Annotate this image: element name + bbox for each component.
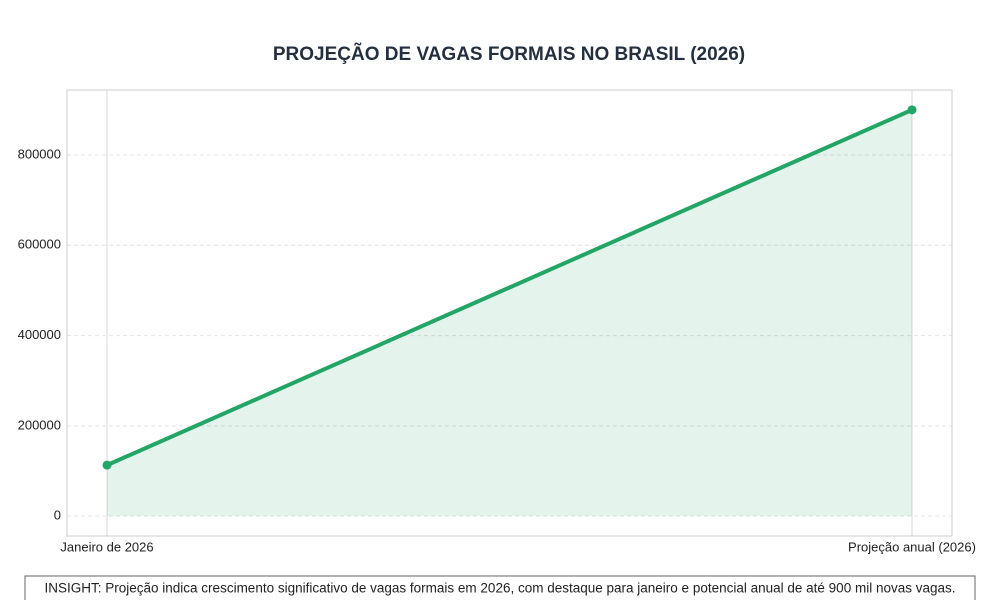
annotation: INSIGHT: Projeção indica crescimento sig… (45, 581, 956, 596)
point (102, 460, 112, 470)
y-tick-label: 800000 (18, 146, 61, 161)
y-tick-label: 200000 (18, 417, 61, 432)
axes-frame (66, 89, 953, 537)
y-tick-label: 400000 (18, 327, 61, 342)
chart-title: PROJEÇÃO DE VAGAS FORMAIS NO BRASIL (202… (273, 43, 745, 65)
point (907, 105, 917, 115)
x-tick-label: Projeção anual (2026) (848, 539, 976, 554)
y-tick-label: 0 (54, 508, 61, 523)
y-tick-label: 600000 (18, 237, 61, 252)
plot-area: 0 200000 400000 600000 800000 Janeiro de 2026… (18, 90, 976, 554)
area (107, 109, 912, 517)
annotation-box (24, 575, 976, 600)
line (106, 108, 913, 467)
x-tick-label: Janeiro de 2026 (60, 539, 153, 554)
